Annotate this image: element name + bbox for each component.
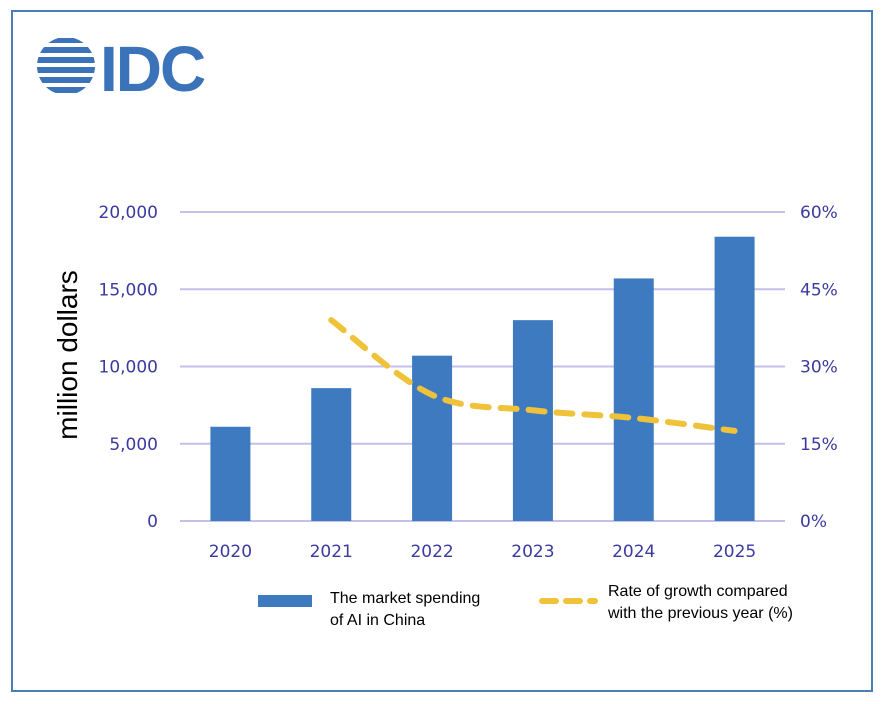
gridlines	[180, 211, 785, 522]
y-tick-label: 20,000	[99, 203, 158, 223]
y2-tick-label: 0%	[800, 512, 827, 532]
y-tick-label: 15,000	[99, 280, 158, 300]
x-tick-label: 2023	[511, 542, 554, 562]
bar	[210, 426, 251, 521]
x-tick-label: 2025	[713, 542, 756, 562]
y-tick-label: 5,000	[109, 435, 158, 455]
bar	[412, 355, 453, 521]
bar-series	[210, 236, 755, 521]
legend-label-bars-line1: The market spending	[330, 590, 480, 607]
y2-tick-label: 60%	[800, 203, 838, 223]
x-tick-label: 2022	[410, 542, 453, 562]
x-tick-label: 2021	[310, 542, 353, 562]
x-tick-label: 2024	[612, 542, 655, 562]
legend-label-line-line1: Rate of growth compared	[608, 583, 788, 600]
y-axis-title: million dollars	[52, 270, 83, 440]
globe-stripes-icon	[37, 38, 95, 93]
y-tick-label: 0	[147, 512, 158, 532]
bar	[311, 388, 352, 521]
y2-tick-label: 30%	[800, 358, 838, 378]
legend-swatch-bars	[258, 595, 312, 607]
growth-line-series	[328, 317, 738, 434]
legend-label-line-line2: with the previous year (%)	[607, 605, 793, 622]
y2-tick-label: 15%	[800, 435, 838, 455]
x-tick-label: 2020	[209, 542, 252, 562]
y-tick-label: 10,000	[99, 358, 158, 378]
y2-tick-label: 45%	[800, 280, 838, 300]
left-axis-ticks: 0 5,000 10,000 15,000 20,000	[99, 203, 158, 532]
x-axis-ticks: 2020 2021 2022 2023 2024 2025	[209, 542, 756, 562]
right-axis-ticks: 0% 15% 30% 45% 60%	[800, 203, 838, 532]
bar	[613, 278, 654, 521]
logo-text: IDC	[100, 33, 205, 105]
bar	[714, 236, 755, 521]
legend-label-bars-line2: of AI in China	[330, 612, 425, 629]
bar	[512, 320, 553, 521]
idc-logo: IDC	[37, 33, 207, 105]
legend: The market spending of AI in China Rate …	[258, 583, 793, 629]
